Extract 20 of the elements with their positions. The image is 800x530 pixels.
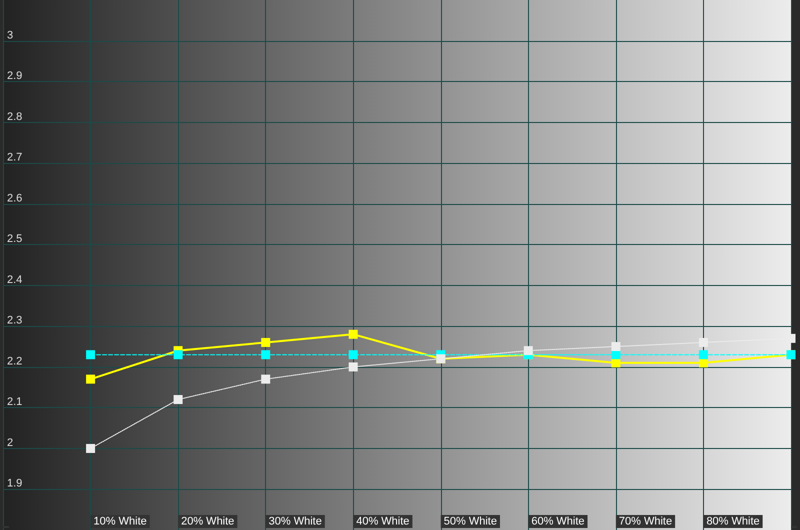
y-tick-label: 2.4 [7, 274, 22, 286]
y-tick-label: 1.9 [7, 478, 22, 490]
x-tick-label: 60% White [531, 516, 585, 528]
x-tick-label: 70% White [618, 516, 672, 528]
y-tick-label: 2.6 [7, 192, 22, 204]
y-tick-label: 2.1 [7, 396, 22, 408]
y-tick-label: 2.8 [7, 110, 22, 123]
y-tick-label: 2.9 [7, 70, 22, 82]
y-tick-label: 2.3 [7, 314, 22, 327]
x-tick-label: 30% White [268, 516, 322, 528]
x-tick-label: 40% White [356, 516, 410, 528]
y-tick-label: 3 [7, 29, 14, 42]
x-tick-label: 80% White [706, 516, 760, 528]
y-tick-label: 2 [7, 436, 14, 449]
y-tick-label: 2.5 [7, 233, 22, 246]
x-tick-label: 10% White [94, 516, 147, 528]
y-tick-label: 2.2 [7, 355, 22, 368]
x-tick-label: 20% White [181, 516, 234, 528]
x-tick-label: 50% White [444, 516, 497, 528]
y-tick-label: 2.7 [7, 152, 22, 164]
